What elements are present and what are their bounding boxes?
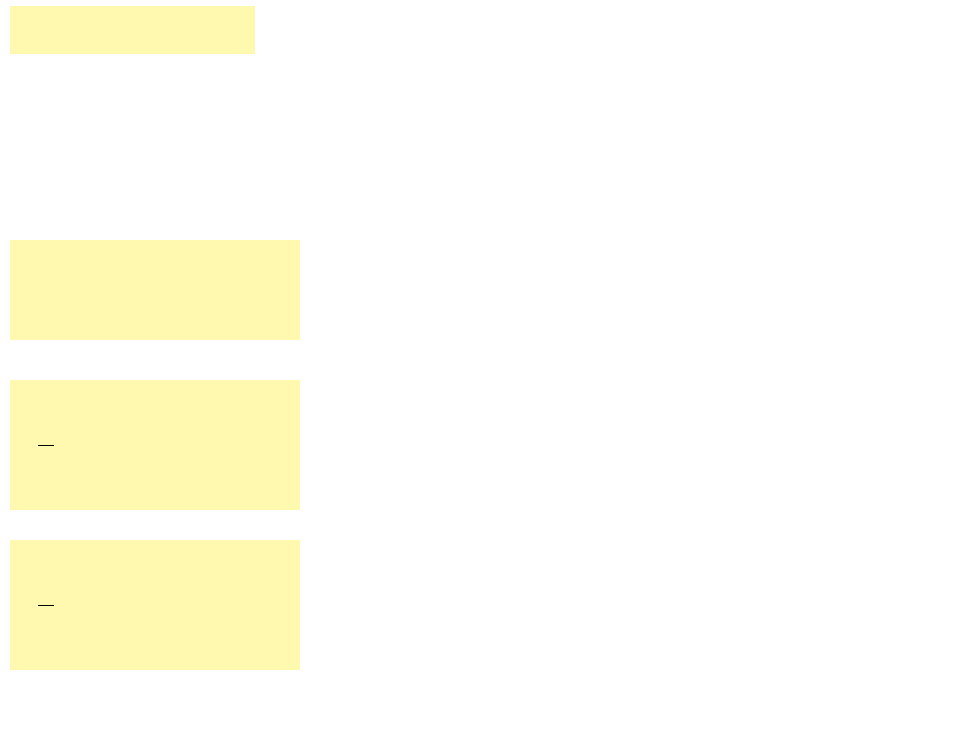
- title-box: [10, 6, 255, 54]
- n-num: [38, 605, 54, 606]
- n-frac: [38, 605, 54, 606]
- influence-chart: [320, 0, 960, 734]
- m-num: [38, 445, 54, 446]
- chart-area: [320, 0, 960, 734]
- formula-sigma: [10, 240, 300, 340]
- formula-n: [10, 540, 300, 670]
- formula-m: [10, 380, 300, 510]
- m-frac: [38, 445, 54, 446]
